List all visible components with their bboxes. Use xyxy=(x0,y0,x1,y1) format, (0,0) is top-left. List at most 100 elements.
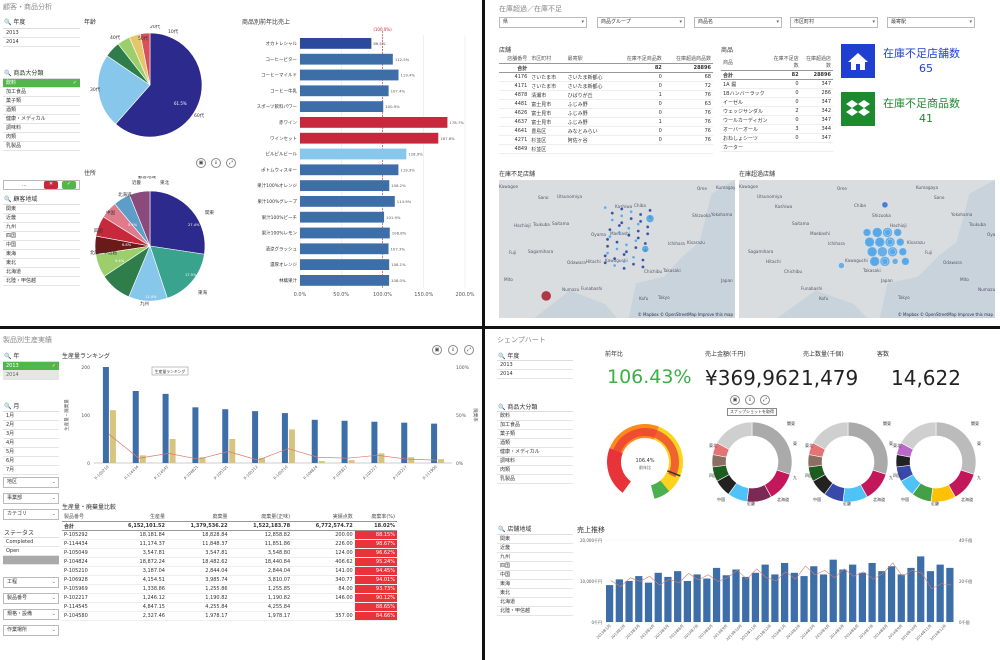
cancel-button[interactable]: ✕ xyxy=(44,181,58,189)
filter-item[interactable] xyxy=(3,556,59,565)
confirm-button[interactable]: ✓ xyxy=(62,181,76,189)
filter-dropdown[interactable]: 地区 ⌄ xyxy=(3,477,59,488)
filter-item[interactable]: 東北 xyxy=(497,589,573,598)
filter-item[interactable]: 健康・メディカル xyxy=(3,115,80,124)
table-row[interactable]: 4271 杉並区 阿佐ヶ谷 0 76 xyxy=(499,135,713,145)
column-header[interactable]: 在庫超過商品数 xyxy=(663,54,713,64)
filter-item[interactable]: 北陸・甲信越 xyxy=(3,277,80,286)
dropdown-1[interactable]: 商品グループ ▾ xyxy=(597,17,685,28)
column-header[interactable]: 製品番号 xyxy=(62,512,105,522)
column-header[interactable]: 最寄駅 xyxy=(565,54,615,64)
table-row[interactable]: P-105210 3,187.04 2,844.04 2,844.04 141.00 94… xyxy=(62,566,397,576)
table-row[interactable]: 4641 豊島区 みなとみらい 0 76 xyxy=(499,126,713,136)
table-products[interactable]: 商品 在庫不足店数 在庫超過店数 合計 82 28896 1A 醤 0 347 1Bハンバーラック… xyxy=(721,54,833,152)
gauge-chart[interactable]: 106.4%前年比 xyxy=(603,417,693,507)
filter-item[interactable]: 肉類 xyxy=(3,133,80,142)
dropdown-4[interactable]: 最寄駅 ▾ xyxy=(887,17,975,28)
filter-item[interactable]: 7月 xyxy=(3,466,59,475)
region-filter-list[interactable]: 関東 近畿 九州 四国 中国 東海 東北 北海道 北陸・甲信越 xyxy=(3,204,80,286)
store-filter-list[interactable]: 関東 近畿 九州 四国 中国 東海 東北 北海道 北陸・甲信越 xyxy=(497,534,573,616)
table-row[interactable]: 4171 さいたま市 さいたま新都心 0 72 xyxy=(499,81,713,91)
filter-item[interactable]: 酒類 xyxy=(3,106,80,115)
export-icon[interactable]: ⇓ xyxy=(211,158,221,168)
column-header[interactable]: 生産量 xyxy=(104,512,167,522)
filter-item[interactable]: 5月 xyxy=(3,448,59,457)
table-row[interactable]: 4176 さいたま市 さいたま新都心 0 68 xyxy=(499,72,713,82)
filter-item[interactable]: 関東 xyxy=(497,535,573,544)
table-row[interactable]: 4849 杉並区 xyxy=(499,144,713,154)
table-row[interactable]: カーター xyxy=(721,142,833,152)
column-header[interactable]: 在庫不足店数 xyxy=(769,54,801,71)
expand-icon[interactable]: ⤢ xyxy=(760,395,770,405)
dropdown-3[interactable]: 市区町村 ▾ xyxy=(790,17,878,28)
filter-item[interactable]: 健康・メディカル xyxy=(497,448,573,457)
filter-item[interactable]: 飲料 ✓ xyxy=(3,79,80,88)
filter-item[interactable]: 加工食品 xyxy=(497,421,573,430)
table-row[interactable]: P-114545 4,847.15 4,255.84 4,255.84 88.65% xyxy=(62,602,397,612)
table-row[interactable]: ウールカーディガン 0 347 xyxy=(721,115,833,125)
camera-icon[interactable]: ▣ xyxy=(730,395,740,405)
filter-item[interactable]: 中国 xyxy=(497,571,573,580)
table-row[interactable]: 4481 富士見市 ふじみ野 0 63 xyxy=(499,99,713,109)
year-filter-list[interactable]: 2013 ✓ 2014 xyxy=(3,361,59,380)
category-filter-list[interactable]: 飲料 加工食品 菓子類 酒類 健康・メディカル 調味料 肉類 乳製品 xyxy=(497,411,573,484)
table-row[interactable]: P-105049 3,547.81 3,547.81 3,548.80 124.00 96… xyxy=(62,548,397,558)
table-stores[interactable]: 店舗番号 市区町村 最寄駅 在庫不足商品数 在庫超過商品数 合計 82 28896 4176 さい… xyxy=(499,54,713,154)
filter-item[interactable]: 2013 xyxy=(497,361,573,370)
production-ranking-chart[interactable]: 200 100 0 100% 50% 0% 生産量・廃棄量 廃棄率 P-105210 P-1144… xyxy=(62,359,480,499)
column-header[interactable]: 店舗番号 xyxy=(499,54,530,64)
search-box[interactable]: ... ✕ ✓ xyxy=(3,180,80,190)
column-header[interactable]: 実績点数 xyxy=(292,512,355,522)
column-header[interactable]: 在庫超過店数 xyxy=(800,54,833,71)
filter-item[interactable]: 4月 xyxy=(3,439,59,448)
table-row[interactable]: 4637 富士見市 ふじみ野 1 76 xyxy=(499,117,713,127)
filter-item[interactable]: 1月 xyxy=(3,412,59,421)
filter-item[interactable]: 北海道 xyxy=(497,598,573,607)
table-row[interactable]: イーゼル 0 347 xyxy=(721,97,833,107)
filter-dropdown[interactable]: 規格・設備 ⌄ xyxy=(3,609,59,620)
table-row[interactable]: ウェッジサンダル 2 342 xyxy=(721,106,833,116)
filter-item[interactable]: 2014 xyxy=(3,371,59,380)
filter-item[interactable]: 酒類 xyxy=(497,439,573,448)
filter-item[interactable]: 東海 xyxy=(497,580,573,589)
camera-icon[interactable]: ▣ xyxy=(196,158,206,168)
filter-item[interactable]: 調味料 xyxy=(3,124,80,133)
table-row[interactable]: P-106928 4,154.51 3,985.74 3,810.07 340.77 94… xyxy=(62,575,397,585)
map-shortage-stores[interactable]: Kawagoe Saitama Kawaguchi Tokyo Yokohama Saga… xyxy=(499,180,735,318)
donut-chart-qty[interactable]: 関東東海九州北海道近畿 中国 四国 東北 xyxy=(803,417,893,507)
map-excess-stores[interactable]: Kawagoe Saitama Kawaguchi Tokyo Yokohama Saga… xyxy=(739,180,995,318)
column-header[interactable]: 在庫不足商品数 xyxy=(614,54,664,64)
year-filter-list[interactable]: 2013 2014 xyxy=(497,360,573,379)
category-filter-list[interactable]: 飲料 ✓ 加工食品 菓子類 酒類 健康・メディカル 調味料 肉類 乳製品 xyxy=(3,78,80,151)
column-header[interactable]: 廃棄率(%) xyxy=(354,512,397,522)
column-header[interactable]: 商品 xyxy=(721,54,770,71)
filter-dropdown[interactable]: カテゴリ ⌄ xyxy=(3,509,59,520)
table-row[interactable]: P-105292 18,181.84 18,828.84 12,858.82 200.0… xyxy=(62,530,397,540)
expand-icon[interactable]: ⤢ xyxy=(226,158,236,168)
filter-item[interactable]: 北陸・甲信越 xyxy=(497,607,573,616)
filter-item[interactable]: 飲料 xyxy=(497,412,573,421)
table-row[interactable]: オーバーオール 3 344 xyxy=(721,124,833,134)
filter-dropdown[interactable]: 作業場所 ⌄ xyxy=(3,625,59,636)
dropdown-2[interactable]: 商品名 ▾ xyxy=(694,17,782,28)
export-icon[interactable]: ⇓ xyxy=(745,395,755,405)
filter-item[interactable]: 北海道 xyxy=(3,268,80,277)
table-row[interactable]: P-104580 2,327.46 1,978.17 1,978.17 357.00 84… xyxy=(62,611,397,621)
filter-item[interactable]: 乳製品 xyxy=(3,142,80,151)
year-filter-list[interactable]: 2013 2014 xyxy=(3,28,80,47)
filter-dropdown[interactable]: 工程 ⌄ xyxy=(3,577,59,588)
table-row[interactable]: P-114434 11,174.37 11,848.37 11,851.86 226.0… xyxy=(62,539,397,549)
filter-item[interactable]: 2013 xyxy=(3,29,80,38)
table-row[interactable]: 4878 清瀬市 ひばりが丘 1 76 xyxy=(499,90,713,100)
filter-item[interactable]: 東海 xyxy=(3,250,80,259)
filter-item[interactable]: 肉類 xyxy=(497,466,573,475)
filter-item[interactable]: 中国 xyxy=(3,241,80,250)
filter-item[interactable]: 加工食品 xyxy=(3,88,80,97)
filter-item[interactable]: 関東 xyxy=(3,205,80,214)
filter-item[interactable]: Completed xyxy=(3,538,59,547)
camera-icon[interactable]: ▣ xyxy=(432,345,442,355)
table-row[interactable]: 1Bハンバーラック 0 286 xyxy=(721,88,833,98)
month-filter-list[interactable]: 1月 2月 3月 4月 5月 6月 7月 xyxy=(3,411,59,475)
table-row[interactable]: おねしょシーツ 0 347 xyxy=(721,133,833,143)
